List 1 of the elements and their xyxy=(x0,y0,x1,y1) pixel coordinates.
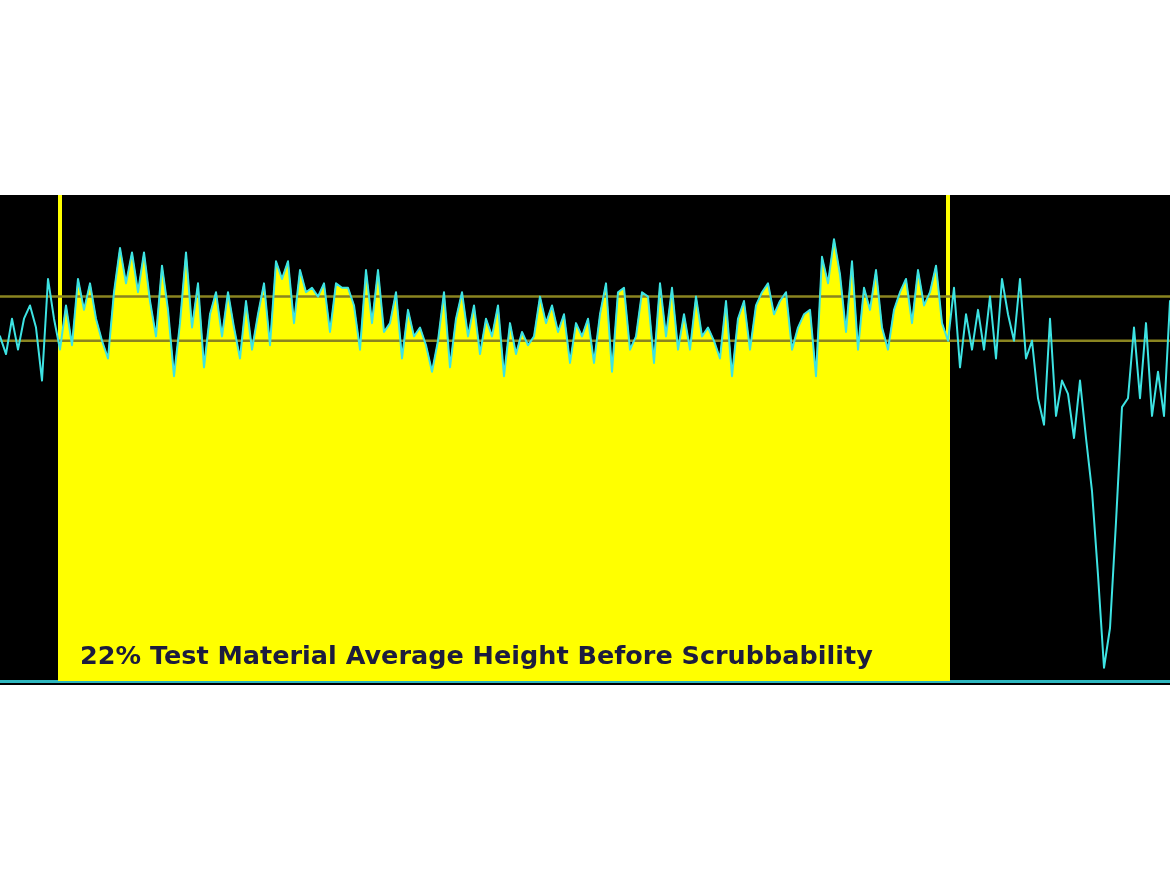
text: 22% Test Material Average Height Before Scrubbability xyxy=(80,640,874,670)
